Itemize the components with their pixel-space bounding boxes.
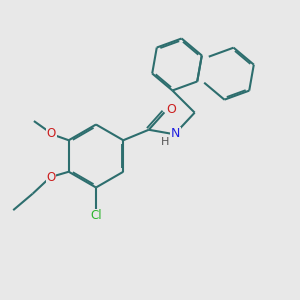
Text: N: N [171,127,181,140]
Text: O: O [166,103,176,116]
Text: H: H [161,137,170,147]
Text: O: O [46,171,55,184]
Text: Cl: Cl [90,209,102,222]
Text: O: O [47,127,56,140]
